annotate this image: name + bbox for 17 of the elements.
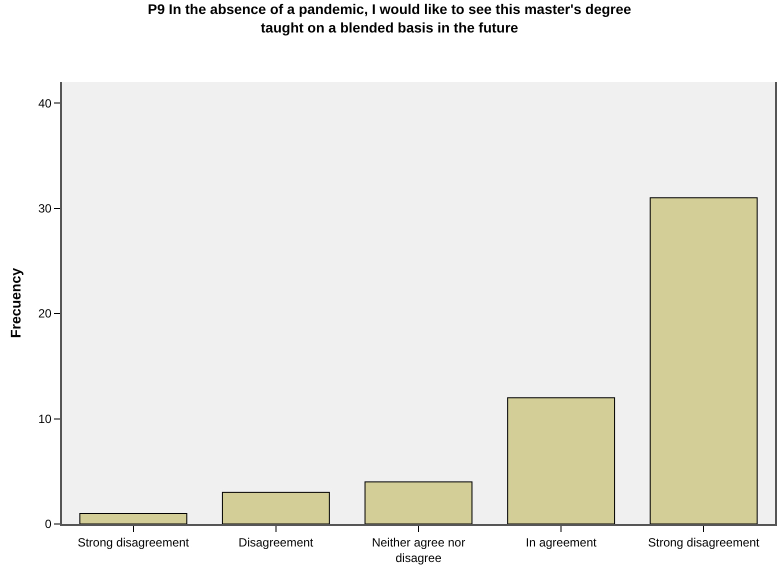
bar — [364, 481, 472, 524]
y-tick-label: 0 — [44, 517, 52, 532]
x-tick-label: Neither agree nor disagree — [372, 535, 466, 565]
bar — [79, 512, 188, 524]
bar — [650, 197, 758, 524]
bar — [507, 397, 616, 524]
y-tick-label: 40 — [38, 96, 52, 110]
bar — [222, 492, 330, 524]
x-tick-label: Disagreement — [238, 535, 314, 550]
chart-title: P9 In the absence of a pandemic, I would like to see this master's degree taught on a blended basis in the future — [148, 1, 632, 36]
x-tick-label: In agreement — [526, 535, 598, 550]
y-axis-title: Frecuency — [7, 268, 24, 338]
y-tick-label: 10 — [38, 412, 52, 426]
x-tick-label: Strong disagreement — [78, 535, 190, 550]
y-tick-label: 30 — [38, 201, 52, 216]
x-tick-label: Strong disagreement — [648, 535, 760, 550]
y-tick-label: 20 — [38, 306, 52, 321]
